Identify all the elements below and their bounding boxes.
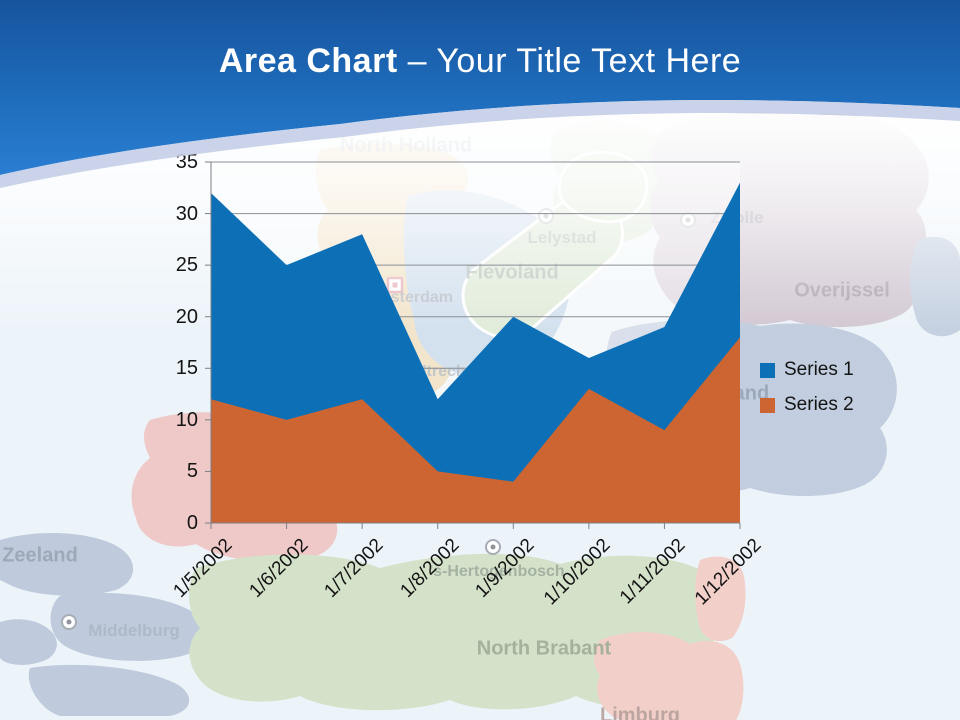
region-limburg-north	[695, 556, 746, 642]
zwolle-marker	[680, 212, 696, 228]
chart-legend: Series 1 Series 2	[760, 359, 854, 429]
legend-item-series-2[interactable]: Series 2	[760, 394, 854, 416]
slide-title: Area Chart – Your Title Text Here	[0, 42, 960, 81]
region-limburg	[594, 632, 744, 720]
map-label-gelderland: Gelderland	[664, 382, 770, 405]
middelburg-marker	[61, 614, 77, 630]
x-axis-label: 1/10/2002	[539, 534, 615, 610]
lelystad-marker	[538, 208, 554, 224]
slide-title-bold: Area Chart	[218, 42, 398, 80]
region-zeeland	[0, 619, 57, 665]
x-axis-label: 1/12/2002	[690, 534, 766, 610]
slide-header: Area Chart – Your Title Text Here	[0, 0, 960, 200]
region-south-holland	[131, 412, 359, 562]
region-east-edge	[910, 236, 960, 337]
region-zeeland	[50, 592, 206, 661]
legend-item-series-1[interactable]: Series 1	[760, 359, 854, 381]
map-label-north-brabant: North Brabant	[476, 637, 612, 660]
region-zeeland	[0, 533, 134, 596]
region-zeeland	[28, 664, 190, 716]
map-label-flevoland: Flevoland	[465, 261, 559, 284]
series-2-swatch	[760, 397, 775, 413]
map-label-s-hertogenbosch: 's-Hertogenbosch	[429, 563, 565, 580]
x-axis-label: 1/6/2002	[244, 534, 313, 602]
legend-label-series-2: Series 2	[784, 394, 854, 415]
x-axis-label: 1/8/2002	[396, 534, 464, 602]
region-flevoland	[461, 194, 624, 340]
y-axis-label: 10	[175, 408, 198, 431]
region-north-brabant	[188, 553, 729, 711]
y-axis-label: 25	[175, 254, 198, 277]
series-1-swatch	[760, 362, 775, 378]
map-label-utrecht: Utrecht	[414, 363, 472, 380]
map-label-limburg: Limburg	[600, 704, 680, 720]
s-hertogenbosch-marker	[485, 539, 501, 555]
plot-area[interactable]	[211, 162, 740, 523]
map-label-middelburg: Middelburg	[88, 621, 180, 640]
slide-title-rest: – Your Title Text Here	[397, 42, 742, 80]
map-label-zwolle: Zwolle	[710, 208, 764, 227]
map-label-overijssel: Overijssel	[794, 279, 890, 302]
y-axis-label: 5	[186, 460, 198, 483]
map-label-lelystad: Lelystad	[527, 228, 597, 247]
x-axis-label: 1/9/2002	[471, 534, 539, 602]
map-label-zeeland: Zeeland	[2, 544, 78, 567]
y-axis-label: 0	[186, 512, 198, 534]
y-axis-label: 20	[175, 305, 198, 328]
region-ijsselmeer-water	[403, 190, 571, 378]
map-label-amsterdam: Amsterdam	[364, 289, 454, 306]
y-axis-label: 30	[175, 202, 198, 225]
legend-label-series-1: Series 1	[784, 359, 854, 380]
y-axis-label: 15	[175, 357, 198, 380]
x-axis-label: 1/7/2002	[320, 534, 388, 602]
header-arc	[0, 0, 960, 188]
area-series-2[interactable]	[211, 337, 740, 523]
x-axis-label: 1/11/2002	[616, 534, 690, 609]
amsterdam-marker	[386, 276, 404, 294]
x-axis-label: 1/5/2002	[169, 534, 237, 602]
area-series-1[interactable]	[211, 182, 740, 523]
